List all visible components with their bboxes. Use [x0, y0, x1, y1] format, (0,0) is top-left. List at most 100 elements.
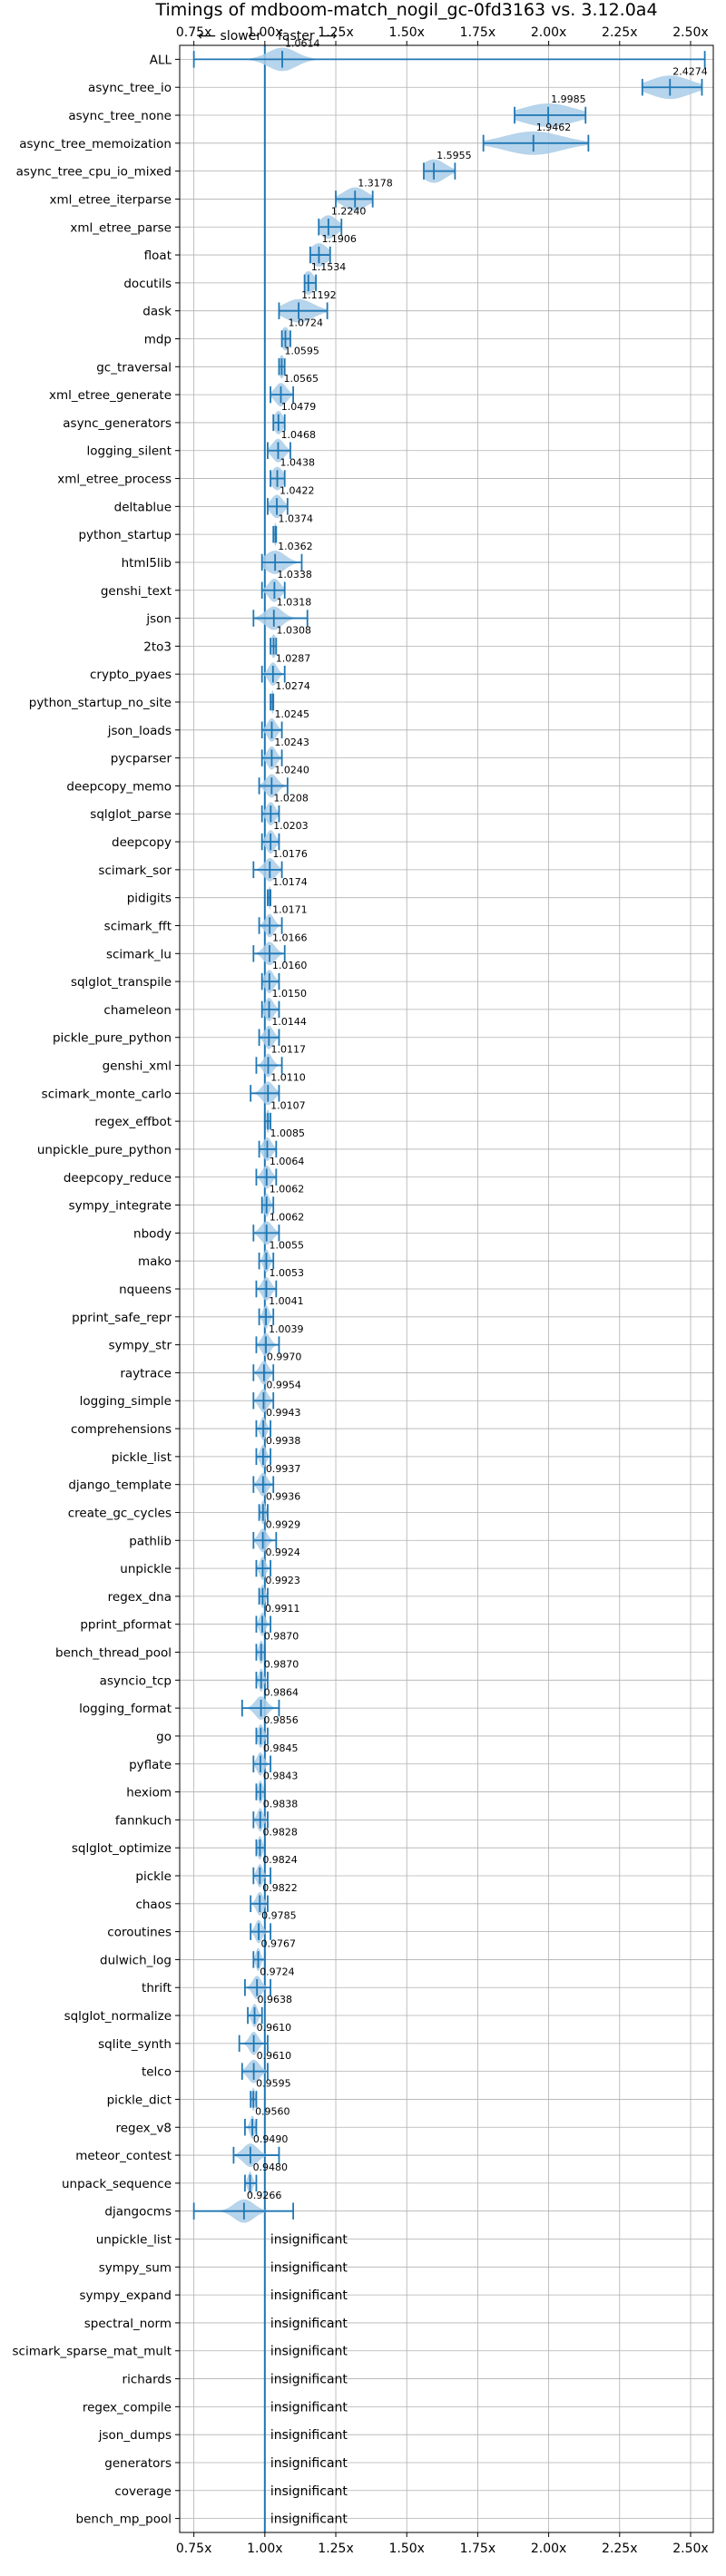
value-label: 1.0160	[272, 960, 308, 971]
insignificant-label: insignificant	[270, 2484, 348, 2499]
value-label: 1.0374	[279, 512, 314, 524]
value-label: 0.9610	[257, 2050, 292, 2062]
value-label: 0.9870	[264, 1658, 299, 1670]
y-tick-label: scimark_monte_carlo	[42, 1087, 172, 1101]
y-tick-label: chameleon	[103, 1003, 172, 1018]
value-label: 1.0422	[280, 484, 315, 496]
y-tick-label: hexiom	[126, 1786, 172, 1800]
y-tick-label: html5lib	[122, 556, 172, 571]
y-tick-label: pickle_pure_python	[53, 1031, 172, 1046]
y-tick-label: dask	[142, 305, 172, 319]
value-label: 1.0595	[284, 345, 319, 356]
insignificant-label: insignificant	[270, 2400, 348, 2415]
value-label: 1.0614	[285, 38, 320, 50]
y-tick-label: coroutines	[107, 1926, 172, 1940]
x-tick-label-top: 1.75x	[460, 25, 495, 40]
y-tick-label: 2to3	[143, 639, 172, 654]
value-label: 1.0274	[275, 680, 310, 692]
y-tick-label: regex_dna	[108, 1590, 172, 1605]
y-tick-label: json_loads	[107, 724, 172, 738]
value-label: 1.0438	[280, 457, 316, 469]
value-label: 0.9610	[257, 2022, 292, 2034]
x-tick-label-bottom: 1.75x	[460, 2542, 495, 2556]
y-tick-label: go	[156, 1730, 172, 1744]
plot-frame	[179, 44, 714, 2533]
value-label: 0.9936	[266, 1491, 301, 1503]
value-label: 1.0171	[272, 904, 308, 916]
x-tick-label-bottom: 2.00x	[531, 2542, 566, 2556]
y-tick-label: scimark_sparse_mat_mult	[13, 2345, 172, 2359]
y-tick-label: telco	[142, 2065, 172, 2080]
y-tick-label: crypto_pyaes	[90, 668, 172, 682]
y-tick-label: create_gc_cycles	[68, 1506, 172, 1520]
y-tick-label: generators	[104, 2456, 172, 2471]
value-label: 0.9970	[267, 1351, 302, 1363]
value-label: 1.0362	[278, 541, 313, 552]
y-tick-label: regex_compile	[83, 2400, 172, 2415]
value-label: 1.0203	[273, 820, 309, 832]
y-tick-label: unpickle_list	[96, 2233, 172, 2248]
value-label: 1.0565	[284, 373, 319, 385]
value-label: 1.1192	[301, 289, 337, 301]
x-tick-label-bottom: 0.75x	[176, 2542, 211, 2556]
y-tick-label: deepcopy_reduce	[64, 1171, 172, 1186]
y-tick-label: sqlglot_normalize	[64, 2009, 172, 2024]
y-tick-label: scimark_sor	[98, 864, 172, 878]
y-tick-label: xml_etree_generate	[49, 388, 172, 403]
value-label: 1.0085	[270, 1127, 305, 1139]
value-label: 1.1906	[321, 233, 357, 245]
y-tick-label: json	[145, 612, 172, 627]
x-axis-top: 0.75x 1.00x 1.25x 1.50x 1.75x 2.00x 2.25x 2.50x	[176, 25, 709, 45]
y-tick-label: docutils	[123, 277, 172, 291]
y-tick-label: logging_silent	[87, 444, 172, 459]
y-tick-label: async_tree_io	[88, 81, 172, 95]
y-tick-label: pathlib	[129, 1534, 172, 1548]
y-tick-label: sympy_sum	[99, 2260, 172, 2275]
value-label: 0.9929	[266, 1518, 301, 1530]
y-tick-label: async_generators	[63, 416, 172, 431]
value-labels: 1.0614 2.4274 1.9985 1.9462 1.5955 1.3178 1.22…	[247, 38, 708, 2527]
value-label: 0.9785	[261, 1910, 297, 1922]
value-label: 1.0724	[288, 317, 323, 329]
y-tick-label: deepcopy_memo	[66, 779, 172, 794]
y-tick-label: json_dumps	[98, 2428, 172, 2443]
y-tick-label: sqlglot_parse	[90, 807, 172, 822]
value-label: 1.0287	[276, 652, 311, 664]
y-tick-label: bench_thread_pool	[55, 1646, 172, 1661]
y-tick-label: comprehensions	[71, 1422, 172, 1437]
y-tick-label: sqlglot_optimize	[72, 1841, 172, 1856]
value-label: 1.0243	[274, 737, 309, 748]
value-label: 0.9638	[258, 1994, 293, 2005]
y-tick-label: meteor_contest	[75, 2149, 172, 2163]
value-label: 1.0479	[281, 401, 317, 413]
insignificant-label: insignificant	[270, 2513, 348, 2527]
y-tick-label: pprint_safe_repr	[72, 1311, 172, 1325]
y-tick-label: python_startup	[78, 528, 172, 542]
x-tick-label-top: 2.25x	[602, 25, 637, 40]
y-tick-label: deltablue	[114, 500, 172, 514]
y-tick-label: mako	[138, 1254, 172, 1269]
y-tick-label: unpack_sequence	[62, 2177, 172, 2191]
y-tick-label: genshi_text	[101, 584, 172, 599]
value-label: 0.9864	[264, 1686, 299, 1698]
value-label: 1.0208	[273, 792, 309, 804]
value-label: 0.9911	[265, 1603, 300, 1615]
value-label: 1.0041	[269, 1295, 304, 1307]
value-label: 0.9870	[264, 1631, 299, 1643]
violins	[192, 47, 706, 2223]
y-tick-label: pyflate	[129, 1758, 172, 1772]
value-label: 1.0174	[272, 876, 308, 888]
y-tick-label: genshi_xml	[103, 1059, 172, 1074]
value-label: 1.5955	[437, 150, 472, 161]
y-tick-label: bench_mp_pool	[76, 2513, 172, 2527]
x-tick-label-bottom: 1.00x	[247, 2542, 282, 2556]
y-tick-label: coverage	[114, 2484, 172, 2499]
y-tick-label: pprint_pformat	[80, 1618, 172, 1633]
x-tick-label-top: 2.50x	[672, 25, 708, 40]
insignificant-label: insignificant	[270, 2373, 348, 2387]
y-tick-label: xml_etree_parse	[70, 220, 172, 235]
y-tick-label: sympy_str	[109, 1339, 172, 1353]
y-tick-label: django_template	[68, 1478, 172, 1493]
value-label: 1.0039	[269, 1323, 304, 1335]
x-tick-label-top: 1.50x	[388, 25, 424, 40]
